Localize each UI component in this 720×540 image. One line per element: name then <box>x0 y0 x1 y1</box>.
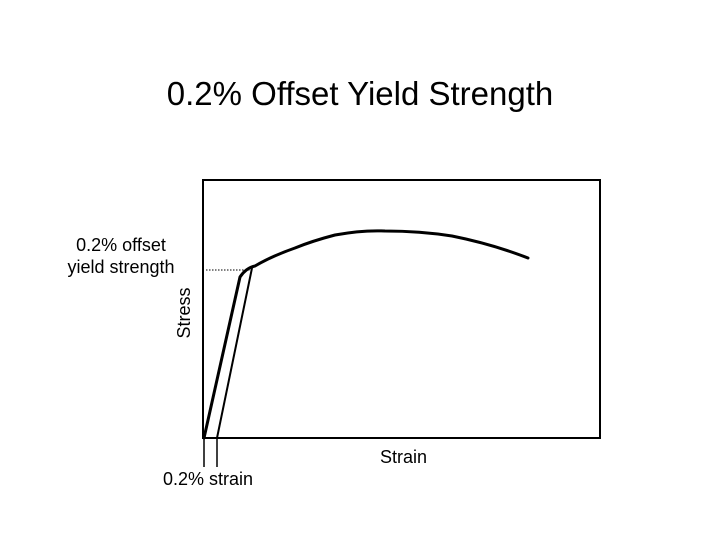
plot-frame <box>202 179 601 439</box>
yield-annotation-line-1: 0.2% offset <box>76 235 166 255</box>
yield-annotation-line-2: yield strength <box>67 257 175 277</box>
yield-strength-annotation: 0.2% offset yield strength <box>54 234 188 278</box>
offset-line <box>216 267 253 439</box>
offset-strain-annotation: 0.2% strain <box>163 469 254 489</box>
diagram-title: 0.2% Offset Yield Strength <box>166 75 554 112</box>
stress-strain-curve <box>202 229 530 440</box>
x-axis-label: Strain <box>380 447 428 467</box>
